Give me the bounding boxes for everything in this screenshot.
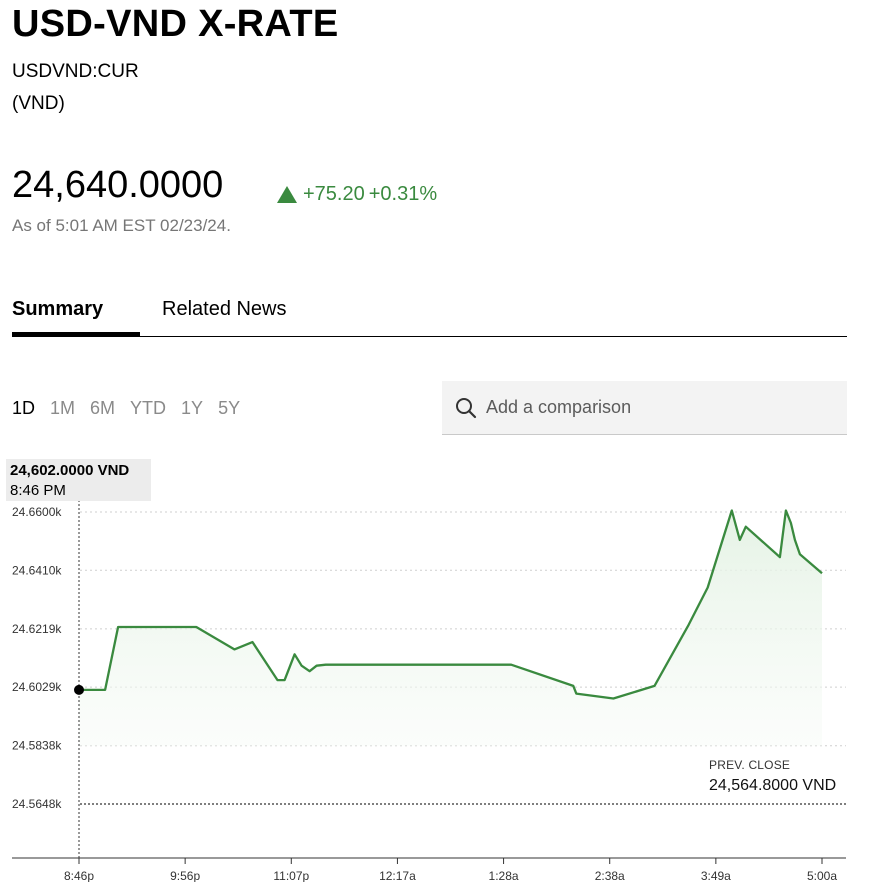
range-1d-button[interactable]: 1D <box>12 398 36 418</box>
price-change: +75.20 +0.31% <box>277 182 437 206</box>
change-absolute: +75.20 <box>303 183 365 205</box>
tooltip-value: 24,602.0000 VND <box>10 462 130 479</box>
range-selector: 1D 1M 6M YTD 1Y 5Y <box>12 396 255 420</box>
range-1y-button[interactable]: 1Y <box>181 398 204 418</box>
y-tick-label: 24.6410k <box>12 563 62 577</box>
as-of-timestamp: As of 5:01 AM EST 02/23/24. <box>12 216 231 235</box>
y-tick-label: 24.6600k <box>12 505 62 519</box>
price-area-fill <box>79 510 822 746</box>
x-tick-label: 5:00a <box>807 869 837 882</box>
up-triangle-icon <box>277 185 297 203</box>
x-tick-label: 2:38a <box>595 869 625 882</box>
y-tick-label: 24.6029k <box>12 680 62 694</box>
x-tick-label: 1:28a <box>489 869 519 882</box>
current-price: 24,640.0000 <box>12 164 224 206</box>
y-axis-labels: 24.6600k 24.6410k 24.6219k 24.6029k 24.5838k… <box>12 505 62 811</box>
y-tick-label: 24.5648k <box>12 797 62 811</box>
currency-label: (VND) <box>12 93 65 114</box>
y-tick-label: 24.6219k <box>12 622 62 636</box>
range-6m-button[interactable]: 6M <box>90 398 116 418</box>
range-5y-button[interactable]: 5Y <box>218 398 241 418</box>
x-tick-label: 9:56p <box>170 869 200 882</box>
tooltip-time: 8:46 PM <box>10 482 66 499</box>
change-percent: +0.31% <box>368 183 438 205</box>
page-title: USD-VND X-RATE <box>12 3 339 45</box>
y-tick-label: 24.5838k <box>12 739 62 753</box>
range-ytd-button[interactable]: YTD <box>130 398 167 418</box>
search-icon <box>456 397 477 418</box>
ticker-symbol: USDVND:CUR <box>12 61 139 82</box>
x-tick-label: 8:46p <box>64 869 94 882</box>
x-tick-label: 3:49a <box>701 869 731 882</box>
prev-close-value: 24,564.8000 VND <box>709 777 837 794</box>
tab-related-news[interactable]: Related News <box>162 298 287 320</box>
add-comparison-placeholder: Add a comparison <box>486 397 632 417</box>
price-line <box>79 509 823 700</box>
hover-point-marker <box>74 684 84 695</box>
active-tab-indicator <box>12 332 140 336</box>
range-1m-button[interactable]: 1M <box>50 398 76 418</box>
x-tick-label: 11:07p <box>273 869 309 882</box>
tab-summary[interactable]: Summary <box>12 298 104 320</box>
hover-tooltip: 24,602.0000 VND 8:46 PM <box>6 459 151 501</box>
x-tick-label: 12:17a <box>379 869 416 882</box>
prev-close-label: PREV. CLOSE <box>709 758 791 772</box>
x-axis-labels: 8:46p 9:56p 11:07p 12:17a 1:28a 2:38a 3:49a 5:0… <box>64 858 837 882</box>
tab-bar: Summary Related News <box>12 290 847 337</box>
add-comparison-input[interactable]: Add a comparison <box>442 381 847 435</box>
